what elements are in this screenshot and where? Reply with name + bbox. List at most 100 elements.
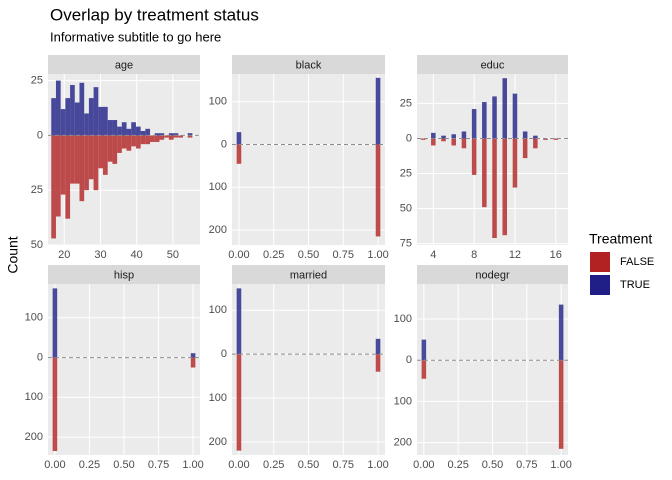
bar (431, 132, 436, 139)
panel-title: black (296, 59, 322, 71)
x-tick-label: 4 (430, 249, 436, 261)
y-tick-label: 50 (400, 202, 412, 214)
strip (417, 265, 568, 284)
bar (461, 131, 467, 139)
x-tick-label: 0.25 (79, 459, 100, 471)
y-tick-label: 200 (209, 436, 227, 448)
bar (126, 135, 132, 151)
bar (236, 354, 242, 451)
x-tick-label: 30 (94, 249, 106, 261)
bar (98, 106, 104, 136)
bar (51, 98, 56, 136)
strip (417, 55, 568, 74)
bar (375, 354, 381, 372)
y-tick-label: 100 (394, 395, 412, 407)
y-tick-label: 100 (209, 181, 227, 193)
bar (187, 135, 193, 138)
bar (173, 135, 179, 138)
bar (135, 135, 141, 149)
legend-label: TRUE (620, 279, 650, 291)
bar (173, 133, 179, 136)
x-tick-label: 0.00 (44, 459, 65, 471)
bar (492, 96, 497, 139)
x-tick-label: 1.00 (367, 249, 388, 261)
x-tick-label: 50 (167, 249, 179, 261)
bar (492, 138, 497, 238)
panel-title: educ (481, 59, 505, 71)
chart-subtitle: Informative subtitle to go here (50, 29, 221, 44)
bar (103, 106, 108, 136)
bar (145, 135, 151, 145)
bar (187, 133, 193, 136)
bar (451, 138, 456, 146)
bar (441, 138, 446, 142)
bar (93, 87, 99, 136)
bar (107, 135, 113, 162)
bar (431, 138, 436, 146)
bar (98, 135, 104, 169)
bar (60, 135, 66, 195)
x-tick-label: 1.00 (182, 459, 203, 471)
x-tick-label: 0.50 (113, 459, 134, 471)
bar (533, 138, 538, 149)
bar (502, 78, 508, 139)
x-tick-label: 0.25 (263, 459, 284, 471)
bar (55, 135, 61, 217)
bar (140, 135, 146, 145)
bar (117, 135, 122, 153)
legend-swatch (590, 275, 610, 295)
x-tick-label: 0.75 (333, 459, 354, 471)
x-tick-label: 0.50 (298, 249, 319, 261)
bar (145, 128, 151, 136)
bar (512, 138, 518, 188)
bar (65, 98, 71, 136)
bar (121, 122, 127, 136)
bar (121, 135, 127, 149)
bar (154, 135, 160, 142)
y-tick-label: 0 (221, 348, 227, 360)
bar (178, 135, 183, 138)
bar (190, 357, 196, 368)
bar (55, 80, 61, 136)
x-tick-label: 20 (58, 249, 70, 261)
bar (441, 135, 446, 139)
x-tick-label: 0.75 (333, 249, 354, 261)
x-tick-label: 40 (131, 249, 143, 261)
bar (522, 138, 528, 159)
bar (471, 138, 477, 175)
bar (236, 144, 242, 164)
bar (512, 93, 518, 139)
x-tick-label: 0.00 (228, 459, 249, 471)
bar (52, 357, 58, 452)
y-tick-label: 0 (406, 132, 412, 144)
y-tick-label: 25 (31, 74, 43, 86)
y-tick-label: 75 (400, 238, 412, 250)
panel-title: hisp (114, 269, 134, 281)
bar (375, 144, 381, 237)
y-tick-label: 50 (31, 239, 43, 251)
bar (236, 132, 242, 145)
x-tick-label: 1.00 (550, 459, 571, 471)
y-tick-label: 0 (37, 129, 43, 141)
panel-title: married (290, 269, 327, 281)
bar (482, 138, 487, 208)
bar (471, 109, 477, 139)
bar (112, 135, 118, 164)
y-tick-label: 25 (400, 97, 412, 109)
x-tick-label: 0.00 (228, 249, 249, 261)
bar (168, 135, 174, 140)
bar (74, 135, 80, 184)
x-tick-label: 0.25 (263, 249, 284, 261)
x-tick-label: 0.00 (413, 459, 434, 471)
bar (84, 113, 89, 136)
x-tick-label: 0.50 (298, 459, 319, 471)
y-tick-label: 100 (25, 391, 43, 403)
y-tick-label: 100 (209, 304, 227, 316)
y-tick-label: 100 (209, 392, 227, 404)
bar (159, 133, 165, 136)
y-tick-label: 0 (221, 138, 227, 150)
bar (79, 135, 85, 202)
x-tick-label: 16 (550, 249, 562, 261)
y-tick-label: 0 (37, 351, 43, 363)
